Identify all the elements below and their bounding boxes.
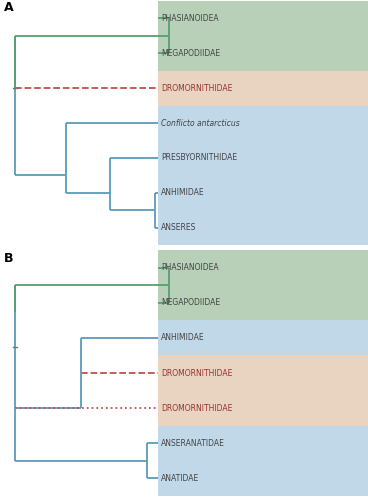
Text: Conflicto antarcticus: Conflicto antarcticus [161, 118, 240, 128]
Text: PHASIANOIDEA: PHASIANOIDEA [161, 14, 219, 23]
Bar [158, 70, 368, 106]
Bar [158, 426, 368, 496]
Text: B: B [4, 252, 13, 264]
Text: DROMORNITHIDAE: DROMORNITHIDAE [161, 368, 233, 378]
Bar [158, 320, 368, 356]
Text: ANHIMIDAE: ANHIMIDAE [161, 188, 205, 197]
Text: ANATIDAE: ANATIDAE [161, 474, 199, 483]
Bar [158, 106, 368, 245]
Text: ANSERANATIDAE: ANSERANATIDAE [161, 439, 225, 448]
Text: PRESBYORNITHIDAE: PRESBYORNITHIDAE [161, 154, 237, 162]
Bar [158, 250, 368, 320]
Text: PHASIANOIDEA: PHASIANOIDEA [161, 263, 219, 272]
Text: MEGAPODIIDAE: MEGAPODIIDAE [161, 49, 220, 58]
Text: A: A [4, 1, 13, 14]
Bar [158, 356, 368, 426]
Text: DROMORNITHIDAE: DROMORNITHIDAE [161, 84, 233, 92]
Bar [158, 1, 368, 70]
Text: DROMORNITHIDAE: DROMORNITHIDAE [161, 404, 233, 412]
Text: MEGAPODIIDAE: MEGAPODIIDAE [161, 298, 220, 307]
Text: ANSERES: ANSERES [161, 223, 197, 232]
Text: ANHIMIDAE: ANHIMIDAE [161, 334, 205, 342]
